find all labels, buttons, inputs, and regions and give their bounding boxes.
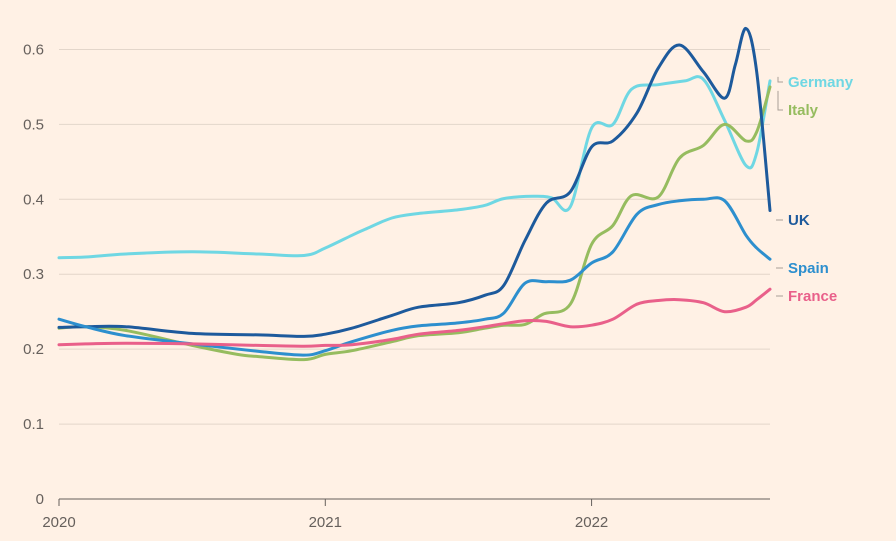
series-line-spain [57, 196, 772, 357]
gridlines [59, 48, 770, 425]
y-tick-label: 0.5 [23, 116, 44, 133]
y-tick-label: 0.6 [23, 41, 44, 58]
label-connector [777, 76, 783, 83]
y-axis-ticks: 0 0.1 0.2 0.3 0.4 0.5 0.6 [23, 41, 44, 508]
x-axis: 2020 2021 2022 [42, 498, 770, 531]
series-line-germany [57, 75, 772, 260]
y-tick-label: 0.3 [23, 266, 44, 283]
label-connector [777, 90, 783, 111]
series-line-france [57, 287, 772, 348]
series-label-spain: Spain [788, 260, 829, 277]
y-tick-label: 0.1 [23, 416, 44, 433]
series-label-france: France [788, 288, 837, 305]
series-label-uk: UK [788, 212, 810, 229]
series-label-germany: Germany [788, 74, 854, 91]
series-labels: Germany Italy UK Spain France [776, 74, 854, 305]
x-tick-label: 2020 [42, 514, 75, 531]
series-label-italy: Italy [788, 102, 819, 119]
series-line-italy [57, 85, 772, 362]
x-tick-label: 2022 [575, 514, 608, 531]
x-tick-label: 2021 [309, 514, 342, 531]
y-tick-label: 0.2 [23, 341, 44, 358]
series-lines [57, 26, 772, 362]
y-tick-label: 0.4 [23, 191, 44, 208]
y-tick-label: 0 [36, 491, 44, 508]
series-line-uk [57, 26, 772, 338]
